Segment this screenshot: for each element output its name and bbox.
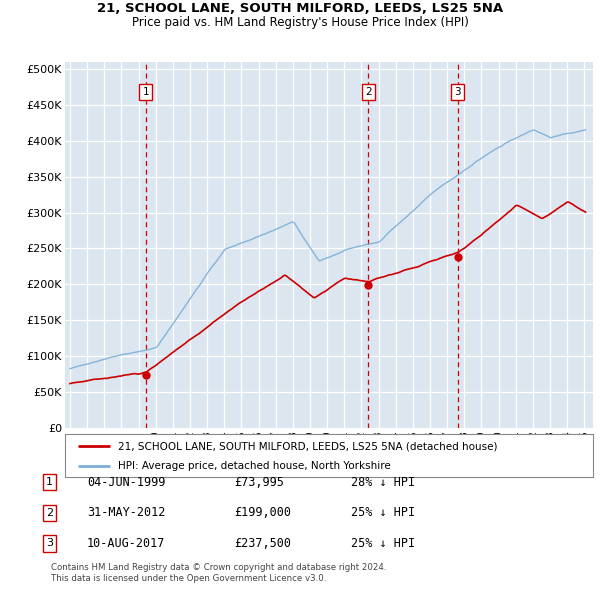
Text: 31-MAY-2012: 31-MAY-2012 [87,506,166,519]
Text: 25% ↓ HPI: 25% ↓ HPI [351,537,415,550]
Text: Contains HM Land Registry data © Crown copyright and database right 2024.: Contains HM Land Registry data © Crown c… [51,563,386,572]
Text: Price paid vs. HM Land Registry's House Price Index (HPI): Price paid vs. HM Land Registry's House … [131,16,469,29]
Text: HPI: Average price, detached house, North Yorkshire: HPI: Average price, detached house, Nort… [118,461,391,471]
Text: £73,995: £73,995 [234,476,284,489]
Text: 21, SCHOOL LANE, SOUTH MILFORD, LEEDS, LS25 5NA: 21, SCHOOL LANE, SOUTH MILFORD, LEEDS, L… [97,2,503,15]
Text: 1: 1 [142,87,149,97]
Text: 3: 3 [46,539,53,548]
Text: 21, SCHOOL LANE, SOUTH MILFORD, LEEDS, LS25 5NA (detached house): 21, SCHOOL LANE, SOUTH MILFORD, LEEDS, L… [118,441,497,451]
Text: £199,000: £199,000 [234,506,291,519]
Text: 28% ↓ HPI: 28% ↓ HPI [351,476,415,489]
Text: This data is licensed under the Open Government Licence v3.0.: This data is licensed under the Open Gov… [51,574,326,583]
Text: 2: 2 [46,508,53,517]
Text: 2: 2 [365,87,372,97]
Text: 3: 3 [454,87,461,97]
Text: 25% ↓ HPI: 25% ↓ HPI [351,506,415,519]
Text: 04-JUN-1999: 04-JUN-1999 [87,476,166,489]
Text: 1: 1 [46,477,53,487]
Text: £237,500: £237,500 [234,537,291,550]
Text: 10-AUG-2017: 10-AUG-2017 [87,537,166,550]
